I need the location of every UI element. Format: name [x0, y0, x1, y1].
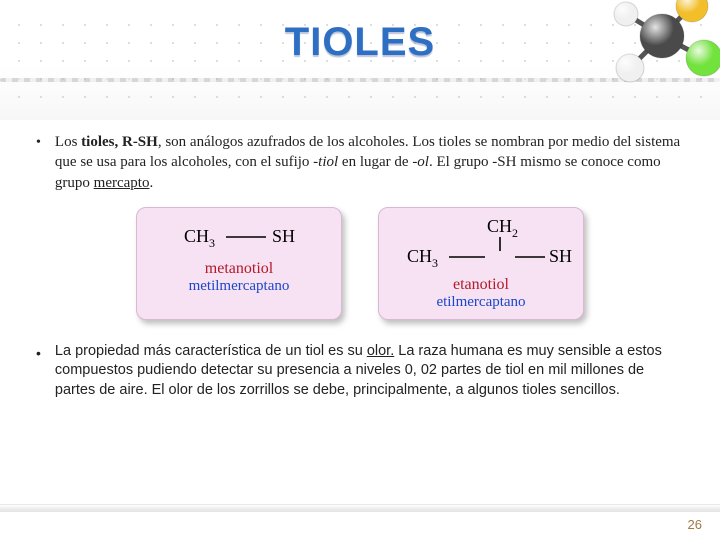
bullet-2-text: La propiedad más característica de un ti…: [55, 342, 684, 401]
bullet-2: • La propiedad más característica de un …: [36, 342, 684, 401]
footer-strip: [0, 504, 720, 512]
bullet-marker: •: [36, 342, 41, 401]
svg-text:CH2: CH2: [487, 218, 518, 240]
text-underline: mercapto: [94, 175, 150, 191]
chemical-boxes: CH3 SH metanotiol metilmercaptano CH2 CH…: [36, 207, 684, 320]
bullet-marker: •: [36, 132, 41, 193]
chem-box-etanotiol: CH2 CH3 SH etanotiol etilmercaptano: [378, 207, 584, 320]
chem-name: metanotiol: [147, 260, 331, 278]
header: TIOLES: [0, 0, 720, 120]
formula-etanotiol: CH2 CH3 SH: [389, 218, 579, 274]
content-area: • Los tioles, R-SH, son análogos azufrad…: [0, 120, 720, 400]
text: en lugar de: [338, 154, 412, 170]
formula-metanotiol: CH3 SH: [164, 218, 314, 258]
chem-subname: etilmercaptano: [389, 294, 573, 311]
chem-name: etanotiol: [389, 276, 573, 294]
bullet-1: • Los tioles, R-SH, son análogos azufrad…: [36, 132, 684, 193]
text: .: [149, 175, 153, 191]
text: La propiedad más característica de un ti…: [55, 343, 367, 359]
chem-box-metanotiol: CH3 SH metanotiol metilmercaptano: [136, 207, 342, 320]
chem-subname: metilmercaptano: [147, 278, 331, 295]
text-italic: -tiol: [313, 154, 338, 170]
text-bold: tioles, R-SH: [81, 134, 158, 150]
text: Los: [55, 134, 81, 150]
text-italic: -ol: [412, 154, 429, 170]
bullet-1-text: Los tioles, R-SH, son análogos azufrados…: [55, 132, 684, 193]
text-underline: olor.: [367, 343, 394, 359]
page-number: 26: [688, 517, 702, 532]
svg-text:CH3: CH3: [184, 226, 215, 250]
svg-text:SH: SH: [549, 246, 572, 266]
svg-text:CH3: CH3: [407, 246, 438, 270]
svg-text:SH: SH: [272, 226, 295, 246]
molecule-graphic: [592, 0, 720, 98]
